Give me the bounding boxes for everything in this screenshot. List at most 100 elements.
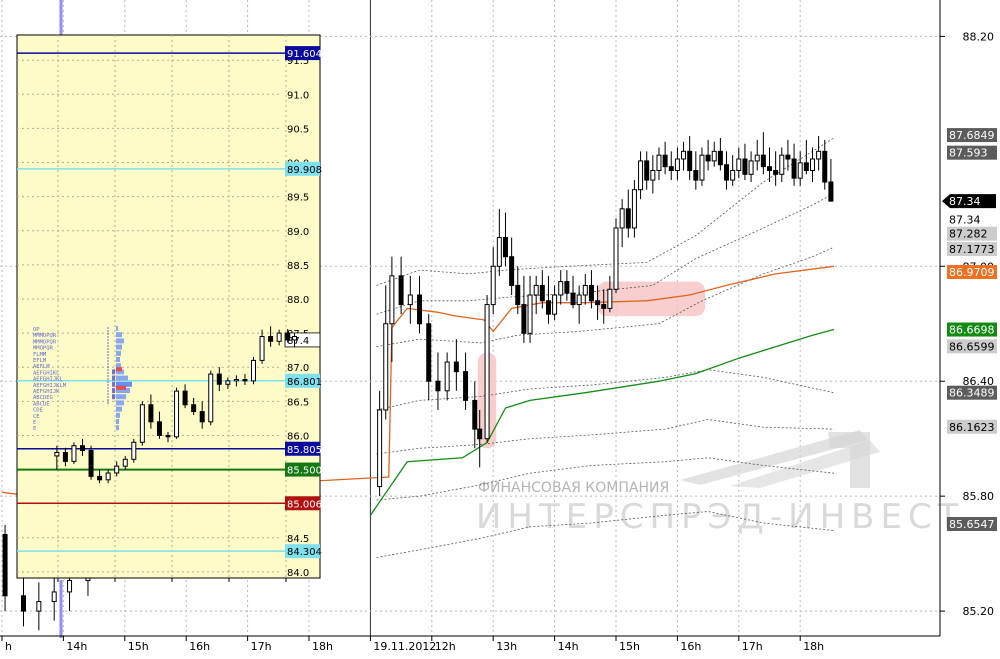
candle-body bbox=[767, 166, 772, 171]
price-tag-label: 87.593 bbox=[949, 147, 988, 160]
profile-bar bbox=[116, 338, 124, 344]
inset-price-label: 84.0 bbox=[287, 568, 309, 579]
candle-body bbox=[389, 275, 395, 325]
candle-body bbox=[515, 284, 521, 306]
candle bbox=[484, 295, 490, 443]
level-tag-bg bbox=[285, 441, 320, 456]
candle-body bbox=[638, 160, 644, 191]
profile-letters: E bbox=[33, 426, 36, 432]
time-tick-label: 15h bbox=[619, 640, 640, 653]
inset-price-label: 88.5 bbox=[287, 261, 309, 272]
candle bbox=[131, 438, 137, 463]
profile-bar bbox=[116, 357, 120, 362]
level-tag: 86.801 bbox=[285, 373, 322, 388]
candle bbox=[576, 285, 582, 324]
level-tag-label: 85.006 bbox=[287, 499, 322, 510]
candle-body bbox=[292, 336, 298, 341]
price-tag: 86.9709 bbox=[947, 265, 997, 280]
candle-body bbox=[607, 288, 613, 309]
candle bbox=[174, 387, 180, 439]
watermark-line1: ФИНАНСОВАЯ КОМПАНИЯ bbox=[478, 480, 669, 496]
candle bbox=[515, 266, 521, 315]
candle bbox=[582, 273, 588, 305]
profile-letters: CDE bbox=[33, 408, 43, 414]
candle bbox=[797, 151, 803, 186]
candle-body bbox=[674, 158, 680, 171]
profile-letters: FLMM bbox=[33, 352, 47, 358]
candle-body bbox=[208, 373, 214, 423]
candle bbox=[527, 275, 533, 343]
candle bbox=[496, 208, 502, 276]
candle bbox=[268, 326, 274, 347]
candle-body bbox=[51, 591, 57, 603]
level-tag-label: 85.500 bbox=[287, 466, 322, 477]
candle-body bbox=[2, 533, 8, 597]
candle bbox=[199, 401, 205, 429]
price-tag-bg bbox=[947, 339, 997, 354]
price-tag: 87.282 bbox=[947, 226, 997, 241]
profile-letters: MMMOPQR bbox=[33, 339, 57, 345]
price-tag-bg bbox=[947, 145, 997, 160]
candle bbox=[619, 199, 625, 248]
candle bbox=[62, 447, 68, 467]
candle bbox=[607, 275, 613, 313]
price-tick-label: 86.40 bbox=[963, 375, 995, 388]
candle bbox=[687, 136, 693, 181]
price-tag-label: 87.34 bbox=[949, 195, 981, 208]
candle bbox=[545, 275, 551, 324]
price-tag-bg bbox=[947, 265, 997, 280]
candle bbox=[822, 139, 828, 190]
profile-bar-marker bbox=[112, 369, 115, 375]
level-tag-bg bbox=[285, 462, 320, 477]
candle bbox=[613, 218, 619, 294]
profile-bar bbox=[116, 394, 126, 400]
candle-body bbox=[760, 154, 766, 168]
profile-letters: AEFGHIKL bbox=[33, 370, 60, 376]
profile-bar bbox=[116, 412, 120, 418]
price-tag-label: 87.34 bbox=[949, 213, 981, 226]
candle-body bbox=[191, 404, 197, 413]
candle-body bbox=[773, 169, 779, 175]
level-tag-label: 89.908 bbox=[287, 165, 322, 176]
candle bbox=[785, 139, 791, 171]
level-tag-bg bbox=[285, 496, 320, 511]
candle-body bbox=[36, 601, 42, 612]
candle-body bbox=[527, 294, 533, 334]
candle-body bbox=[748, 160, 754, 175]
candle-body bbox=[613, 227, 619, 290]
profile-bar bbox=[116, 388, 130, 393]
candle-body bbox=[791, 158, 797, 179]
candle-body bbox=[233, 379, 239, 382]
candle bbox=[242, 374, 248, 385]
inset-price-label: 88.0 bbox=[287, 295, 309, 306]
candle-body bbox=[148, 404, 154, 423]
candle-body bbox=[88, 449, 94, 477]
candle bbox=[803, 139, 809, 175]
candle-body bbox=[417, 294, 423, 325]
profile-letters: AEFLM bbox=[33, 364, 50, 370]
candle bbox=[533, 275, 539, 315]
time-tick-label: 15h bbox=[128, 640, 149, 653]
candle-body bbox=[54, 452, 60, 457]
highlight-zones bbox=[477, 281, 706, 449]
profile-letters: MMMOPQR bbox=[33, 333, 57, 339]
price-tag: 87.34 bbox=[949, 213, 981, 226]
candle-body bbox=[662, 154, 668, 168]
candle-body bbox=[509, 256, 515, 286]
candle bbox=[650, 155, 656, 194]
candle-body bbox=[687, 150, 693, 171]
candle-body bbox=[225, 380, 231, 385]
inset-price-label: 91.5 bbox=[287, 56, 309, 67]
candle bbox=[791, 143, 797, 186]
candle bbox=[233, 375, 239, 387]
profile-bar bbox=[116, 344, 122, 350]
candle bbox=[417, 275, 423, 334]
candle bbox=[477, 409, 483, 468]
candle-body bbox=[785, 154, 791, 160]
profile-bar bbox=[116, 363, 121, 369]
level-tag: 84.304 bbox=[285, 544, 322, 559]
price-tag-bg bbox=[947, 516, 997, 531]
vwap-lines bbox=[1, 265, 835, 516]
band-line bbox=[376, 369, 835, 411]
